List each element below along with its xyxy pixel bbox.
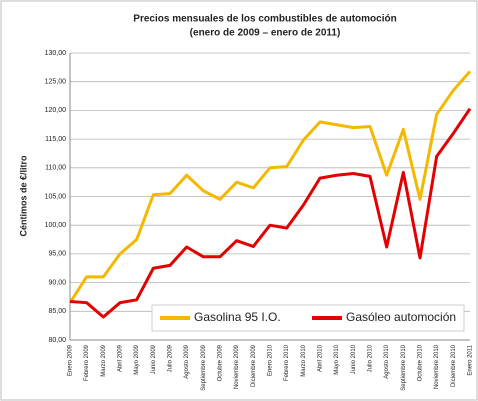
y-tick-label: 115,00: [45, 136, 66, 143]
x-tick-label: Junio 2010: [351, 344, 357, 374]
x-tick-label: Junio 2009: [151, 344, 157, 374]
series-line: [69, 107, 472, 319]
x-tick-label: Octubre 2009: [218, 344, 224, 381]
y-axis-title: Céntimos de €/litro: [18, 155, 28, 237]
x-tick-label: Enero 2009: [68, 344, 74, 376]
x-tick-label: Febrero 2009: [84, 344, 90, 381]
y-tick-label: 120,00: [45, 107, 67, 114]
legend-label: Gasolina 95 I.O.: [194, 310, 281, 324]
x-tick-label: Enero 2011: [468, 344, 474, 375]
x-tick-label: Febrero 2010: [284, 344, 290, 381]
x-tick-label: Marzo 2010: [301, 344, 307, 376]
x-tick-label: Enero 2010: [268, 344, 274, 376]
x-tick-label: Abril 2010: [318, 344, 324, 372]
series-line: [68, 70, 472, 304]
x-tick-label: Agosto 2010: [384, 344, 390, 378]
y-tick-label: 85,00: [48, 308, 66, 315]
x-tick-label: Noviembre 2009: [234, 344, 240, 389]
chart-subtitle: (enero de 2009 – enero de 2011): [190, 28, 341, 39]
x-tick-label: Septiembre 2010: [401, 344, 407, 390]
y-tick-label: 100,00: [45, 222, 67, 229]
x-tick-label: Marzo 2009: [101, 344, 107, 376]
x-tick-label: Diciembre 2009: [251, 344, 257, 387]
x-tick-label: Noviembre 2010: [434, 344, 440, 389]
y-tick-label: 90,00: [48, 279, 66, 286]
x-tick-label: Diciembre 2010: [451, 344, 457, 387]
x-tick-label: Julio 2009: [168, 344, 174, 372]
x-tick-label: Julio 2010: [368, 344, 374, 372]
chart-title: Precios mensuales de los combustibles de…: [133, 14, 396, 25]
x-tick-label: Abril 2009: [118, 344, 124, 372]
y-tick-label: 110,00: [45, 165, 66, 172]
y-tick-label: 125,00: [45, 79, 67, 86]
x-tick-label: Agosto 2009: [184, 344, 190, 378]
legend: [151, 304, 465, 332]
y-tick-label: 80,00: [48, 337, 66, 344]
x-tick-label: Septiembre 2009: [201, 344, 207, 390]
legend-label: Gasóleo automoción: [346, 310, 456, 324]
x-tick-label: Mayo 2009: [134, 344, 140, 374]
y-tick-label: 130,00: [45, 50, 67, 57]
y-tick-label: 105,00: [45, 193, 67, 200]
x-tick-label: Octubre 2010: [418, 344, 424, 381]
x-tick-label: Mayo 2010: [334, 344, 340, 374]
y-tick-label: 95,00: [48, 251, 66, 258]
